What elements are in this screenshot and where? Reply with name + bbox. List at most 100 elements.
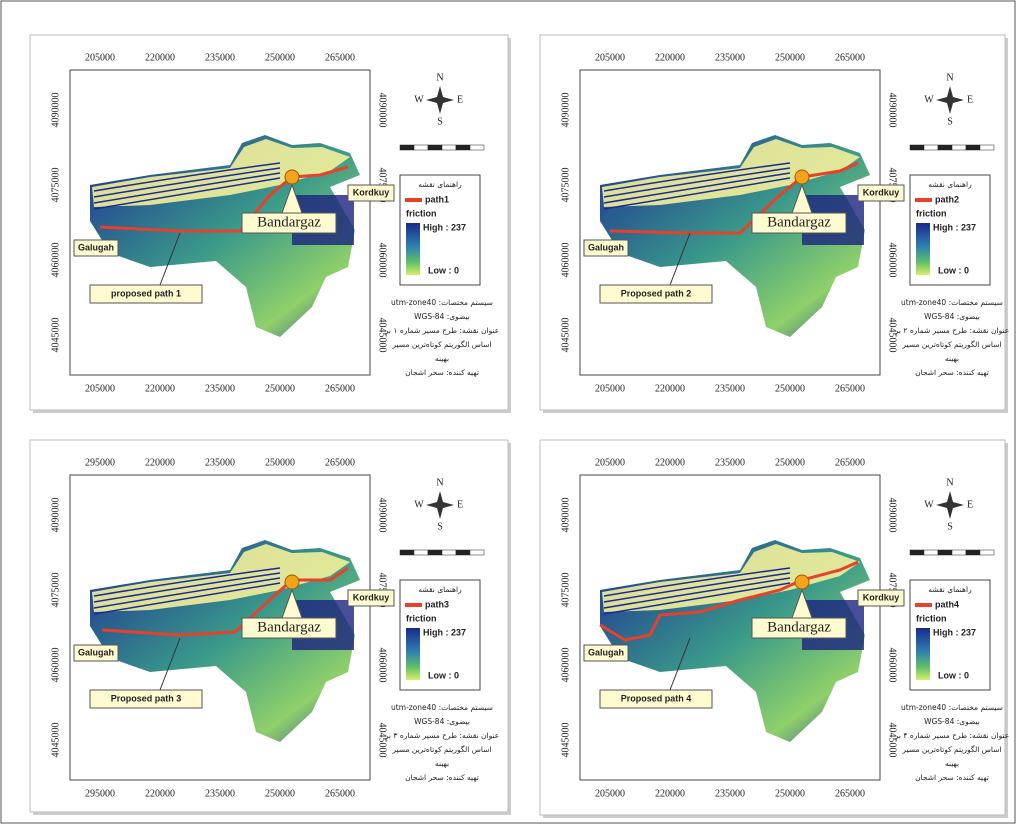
compass-s: S [437, 521, 443, 532]
y-tick-label: 4090000 [377, 93, 388, 128]
x-tick-label: 205000 [85, 383, 115, 394]
legend-path: path2 [935, 194, 959, 204]
y-tick-label: 4090000 [887, 93, 898, 128]
scale-bar-segment [924, 550, 938, 555]
map-note: تهیه کننده: سحر اشجان [915, 773, 989, 782]
scale-bar-segment [938, 145, 952, 150]
compass-e: E [967, 94, 973, 105]
x-tick-label: 265000 [325, 788, 355, 799]
legend-low: Low : 0 [938, 670, 969, 680]
x-tick-label: 235000 [715, 457, 745, 468]
place-label: Galugah [78, 242, 114, 252]
scale-bar-segment [952, 145, 966, 150]
compass-n: N [946, 477, 953, 488]
bandargaz-marker [795, 170, 809, 184]
y-tick-label: 4090000 [560, 498, 571, 533]
y-tick-label: 4090000 [50, 93, 61, 128]
y-tick-label: 4060000 [887, 243, 898, 278]
place-label: Bandargaz [767, 214, 831, 230]
figure: 205000 220000 235000 250000 265000 205000 2200… [0, 0, 1017, 825]
compass-n: N [946, 72, 953, 83]
map-note: تهیه کننده: سحر اشجان [405, 368, 479, 377]
compass-s: S [947, 521, 953, 532]
scale-bar-segment [938, 550, 952, 555]
x-tick-label: 250000 [265, 383, 295, 394]
map-note: بهینه [435, 354, 449, 363]
map-panel: 2050002200002350002500002650002050002200… [30, 35, 511, 413]
legend-low: Low : 0 [938, 265, 969, 275]
scale-bar-segment [442, 145, 456, 150]
legend-friction: friction [916, 613, 947, 623]
scale-bar-segment [428, 550, 442, 555]
x-tick-label: 295000 [85, 457, 115, 468]
y-tick-label: 4045000 [887, 723, 898, 758]
scale-bar-segment [428, 145, 442, 150]
x-tick-label: 220000 [145, 383, 175, 394]
compass-e: E [457, 499, 463, 510]
scale-bar-segment [456, 550, 470, 555]
scale-bar-segment [414, 550, 428, 555]
legend-ramp [406, 628, 420, 680]
map-note: عنوان نقشه: طرح مسیر شماره ۳ بر [384, 731, 499, 740]
compass-w: W [924, 94, 934, 105]
scale-bar-segment [470, 145, 484, 150]
y-tick-label: 4045000 [377, 318, 388, 353]
legend-high: High : 237 [423, 627, 466, 637]
scale-bar-segment [910, 145, 924, 150]
y-tick-label: 4090000 [887, 498, 898, 533]
scale-bar-segment [952, 550, 966, 555]
place-label: Bandargaz [767, 619, 831, 635]
scale-bar-segment [400, 145, 414, 150]
compass-w: W [924, 499, 934, 510]
path-label: Proposed path 4 [621, 693, 692, 703]
map-note: عنوان نقشه: طرح مسیر شماره ۲ بر [894, 326, 1009, 335]
map-note: بیضوی: WGS-84 [414, 717, 470, 726]
y-tick-label: 4045000 [887, 318, 898, 353]
legend-ramp [406, 223, 420, 275]
map-note: عنوان نقشه: طرح مسیر شماره ۱ بر [384, 326, 499, 335]
x-tick-label: 205000 [595, 52, 625, 63]
compass-e: E [967, 499, 973, 510]
path-label: Proposed path 2 [621, 288, 692, 298]
y-tick-label: 4075000 [560, 168, 571, 203]
path-label: proposed path 1 [111, 288, 181, 298]
legend-path: path1 [425, 194, 449, 204]
x-tick-label: 235000 [205, 52, 235, 63]
bandargaz-marker [285, 170, 299, 184]
y-tick-label: 4060000 [50, 648, 61, 683]
y-tick-label: 4045000 [50, 723, 61, 758]
x-tick-label: 265000 [835, 383, 865, 394]
legend-high: High : 237 [933, 627, 976, 637]
place-label: Bandargaz [257, 214, 321, 230]
legend-friction: friction [406, 208, 437, 218]
y-tick-label: 4075000 [50, 168, 61, 203]
legend-high: High : 237 [933, 222, 976, 232]
y-tick-label: 4090000 [560, 93, 571, 128]
y-tick-label: 4045000 [377, 723, 388, 758]
legend-title: راهنمای نقشه [928, 180, 972, 189]
place-label: Galugah [588, 242, 624, 252]
y-tick-label: 4045000 [50, 318, 61, 353]
y-tick-label: 4060000 [887, 648, 898, 683]
place-label: Bandargaz [257, 619, 321, 635]
map-note: عنوان نقشه: طرح مسیر شماره ۴ بر [894, 731, 1009, 740]
x-tick-label: 205000 [595, 788, 625, 799]
x-tick-label: 265000 [325, 52, 355, 63]
y-tick-label: 4045000 [560, 723, 571, 758]
legend-low: Low : 0 [428, 670, 459, 680]
scale-bar-segment [400, 550, 414, 555]
x-tick-label: 295000 [85, 788, 115, 799]
scale-bar-segment [980, 145, 994, 150]
compass-n: N [436, 72, 443, 83]
map-note: تهیه کننده: سحر اشجان [915, 368, 989, 377]
scale-bar-segment [414, 145, 428, 150]
x-tick-label: 250000 [265, 788, 295, 799]
y-tick-label: 4090000 [50, 498, 61, 533]
x-tick-label: 220000 [145, 788, 175, 799]
compass-w: W [414, 499, 424, 510]
compass-n: N [436, 477, 443, 488]
legend-high: High : 237 [423, 222, 466, 232]
x-tick-label: 220000 [655, 52, 685, 63]
